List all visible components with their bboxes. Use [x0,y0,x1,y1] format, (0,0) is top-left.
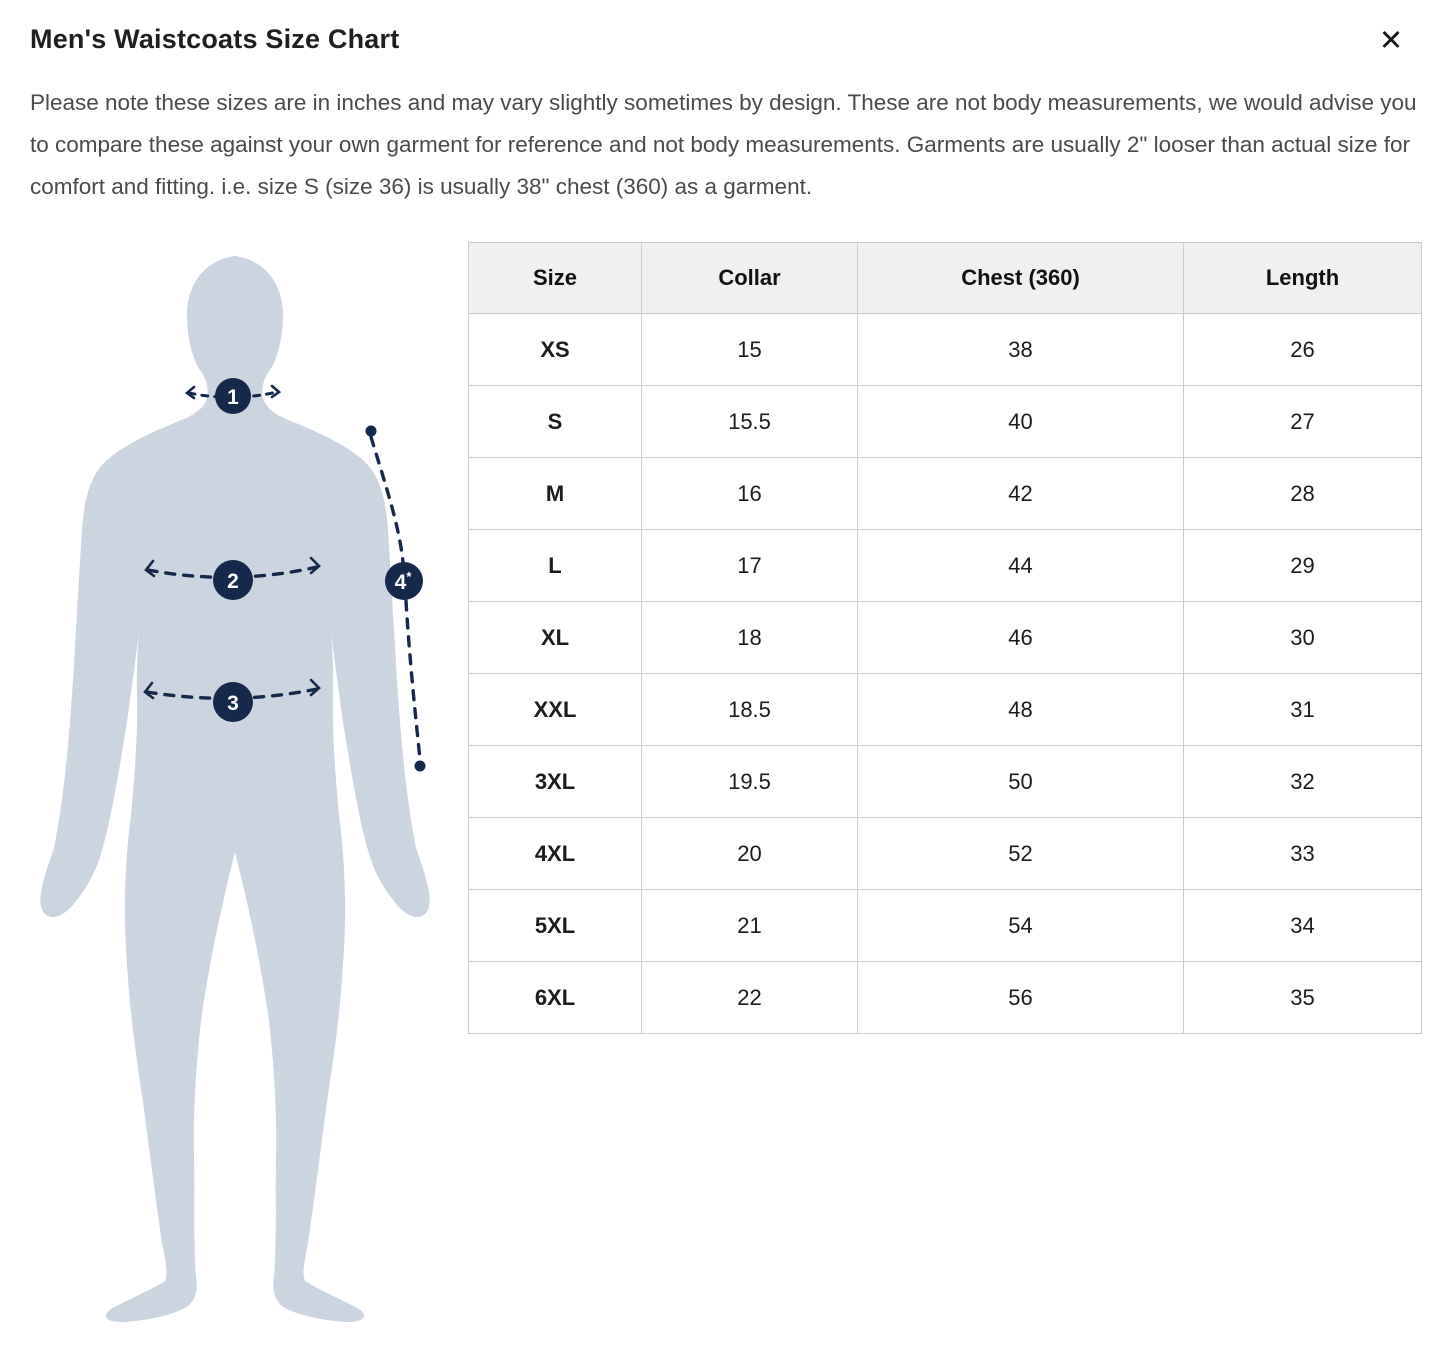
length-measure-line-lower [404,599,422,761]
value-cell: 52 [857,817,1184,890]
waist-line-right-arrow [309,678,321,697]
chest-line-left-arrow [144,559,156,578]
figure-marker-2: 2 [213,560,253,600]
value-cell: 28 [1183,457,1422,530]
value-cell: 50 [857,745,1184,818]
value-cell: 30 [1183,601,1422,674]
value-cell: 42 [857,457,1184,530]
value-cell: 15.5 [641,385,858,458]
collar-line-left-arrow [184,385,196,400]
value-cell: 48 [857,673,1184,746]
table-row: L 17 44 29 [468,529,1422,602]
close-icon: ✕ [1378,23,1404,57]
value-cell: 27 [1183,385,1422,458]
close-button[interactable]: ✕ [1371,20,1411,60]
value-cell: 46 [857,601,1184,674]
table-row: M 16 42 28 [468,457,1422,530]
length-measure-line [369,435,405,564]
value-cell: 21 [641,889,858,962]
table-row: 6XL 22 56 35 [468,961,1422,1034]
value-cell: 56 [857,961,1184,1034]
size-cell: L [468,529,642,602]
svg-text:2: 2 [227,570,239,593]
collar-line-right-arrow [270,384,282,399]
value-cell: 54 [857,889,1184,962]
column-header: Chest (360) [857,242,1184,314]
value-cell: 16 [641,457,858,530]
size-note-text: Please note these sizes are in inches an… [30,90,1417,199]
value-cell: 20 [641,817,858,890]
size-table: Size Collar Chest (360) Length XS 15 38 26 S 15.… [468,242,1422,1034]
length-line-end-dot [414,760,426,772]
table-row: 4XL 20 52 33 [468,817,1422,890]
figure-marker-1: 1 [215,378,251,414]
column-header: Length [1183,242,1422,314]
value-cell: 32 [1183,745,1422,818]
body-silhouette [40,256,430,1322]
value-cell: 40 [857,385,1184,458]
value-cell: 22 [641,961,858,1034]
value-cell: 15 [641,313,858,386]
table-row: S 15.5 40 27 [468,385,1422,458]
column-header: Size [468,242,642,314]
size-cell: 5XL [468,889,642,962]
size-cell: S [468,385,642,458]
value-cell: 35 [1183,961,1422,1034]
size-cell: XS [468,313,642,386]
body-measurement-figure: 1 2 3 4* [40,256,430,1322]
figure-marker-3: 3 [213,682,253,722]
value-cell: 29 [1183,529,1422,602]
svg-text:3: 3 [227,692,239,715]
length-line-start-dot [365,425,377,437]
figure-marker-4: 4* [385,562,423,600]
table-row: XXL 18.5 48 31 [468,673,1422,746]
size-cell: 3XL [468,745,642,818]
value-cell: 26 [1183,313,1422,386]
waist-measure-line [145,687,319,701]
value-cell: 18.5 [641,673,858,746]
table-header-row: Size Collar Chest (360) Length [468,242,1422,314]
value-cell: 44 [857,529,1184,602]
size-table-body: XS 15 38 26 S 15.5 40 27 M 16 42 28 L 17 44 29 XL 18 46 30 X… [468,313,1422,1034]
value-cell: 18 [641,601,858,674]
table-row: XS 15 38 26 [468,313,1422,386]
svg-text:1: 1 [227,386,239,409]
size-cell: M [468,457,642,530]
value-cell: 31 [1183,673,1422,746]
chest-line-right-arrow [309,556,321,575]
value-cell: 38 [857,313,1184,386]
value-cell: 34 [1183,889,1422,962]
table-row: 3XL 19.5 50 32 [468,745,1422,818]
size-cell: XXL [468,673,642,746]
chest-measure-line [146,565,319,579]
value-cell: 33 [1183,817,1422,890]
value-cell: 17 [641,529,858,602]
size-cell: 4XL [468,817,642,890]
table-row: 5XL 21 54 34 [468,889,1422,962]
value-cell: 19.5 [641,745,858,818]
measure-lines [143,384,426,772]
page-title: Men's Waistcoats Size Chart [30,24,400,54]
table-row: XL 18 46 30 [468,601,1422,674]
size-cell: XL [468,601,642,674]
column-header: Collar [641,242,858,314]
size-cell: 6XL [468,961,642,1034]
waist-line-left-arrow [143,681,155,700]
